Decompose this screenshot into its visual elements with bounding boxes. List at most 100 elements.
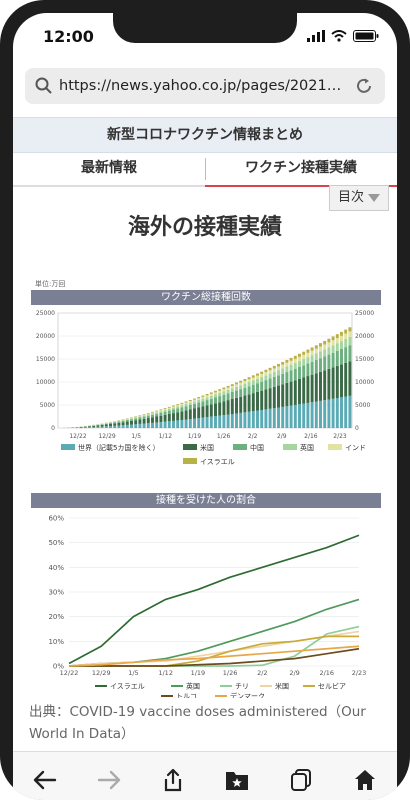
bar-segment: [277, 363, 280, 367]
toc-label: 目次: [337, 190, 364, 205]
bar-segment: [319, 371, 322, 401]
bar-segment: [289, 357, 293, 361]
bar-segment: [226, 414, 230, 428]
bar-segment: [151, 422, 154, 428]
tab-divider: [205, 158, 206, 180]
bar-segment: [222, 394, 226, 402]
bar-segment: [340, 331, 343, 336]
bar-segment: [323, 356, 327, 371]
bar-segment: [92, 425, 96, 427]
bar-segment: [176, 405, 180, 407]
bar-segment: [314, 401, 318, 428]
bar-legend-swatch: [328, 444, 342, 450]
bar-segment: [167, 410, 171, 415]
url-text: https://news.yahoo.co.jp/pages/202101...: [59, 78, 349, 94]
bar-segment: [243, 387, 247, 396]
bar-segment: [117, 420, 121, 422]
bar-segment: [319, 358, 322, 372]
line-x-tick-label: 1/12: [158, 669, 173, 677]
bar-x-tick-label: 12/22: [69, 433, 86, 440]
bar-segment: [121, 425, 125, 428]
address-bar[interactable]: https://news.yahoo.co.jp/pages/202101...: [25, 68, 385, 104]
bar-segment: [193, 401, 196, 404]
line-legend-label: イスラエル: [110, 683, 145, 691]
bar-legend-label: 英国: [300, 443, 314, 452]
bar-segment: [302, 403, 306, 428]
bar-segment: [348, 336, 352, 346]
bar-segment: [314, 348, 318, 354]
bar-segment: [100, 424, 104, 425]
bar-segment: [298, 360, 301, 368]
bar-segment: [226, 387, 230, 390]
tabs-icon[interactable]: [286, 765, 316, 795]
back-arrow-icon[interactable]: [30, 765, 60, 795]
bar-segment: [323, 340, 327, 345]
bar-segment: [184, 406, 188, 411]
bar-segment: [218, 402, 222, 416]
line-legend-label: デンマーク: [230, 692, 265, 699]
line-x-tick-label: 1/5: [128, 669, 138, 677]
tab-latest-info[interactable]: 最新情報: [81, 160, 137, 176]
bar-segment: [163, 408, 167, 409]
bar-segment: [272, 371, 276, 377]
bar-segment: [260, 390, 264, 410]
bar-segment: [331, 340, 335, 346]
line-x-tick-label: 12/29: [92, 669, 111, 677]
bar-segment: [268, 378, 272, 389]
bar-segment: [146, 418, 150, 424]
bar-segment: [134, 420, 138, 425]
bar-segment: [281, 364, 285, 369]
bar-segment: [121, 422, 125, 426]
line-series: [68, 645, 360, 667]
bar-segment: [201, 396, 205, 399]
bar-segment: [197, 407, 201, 419]
tab-vaccination-results[interactable]: ワクチン接種実績: [205, 153, 397, 187]
bar-segment: [146, 413, 150, 415]
forward-arrow-icon[interactable]: [94, 765, 124, 795]
bar-segment: [235, 390, 238, 398]
bar-segment: [272, 368, 276, 372]
bar-segment: [344, 339, 348, 348]
bar-x-tick-label: 2/23: [333, 433, 347, 440]
line-y-tick-label: 0%: [53, 663, 64, 671]
bar-segment: [289, 381, 293, 406]
bar-segment: [323, 370, 327, 401]
bar-segment: [264, 389, 268, 410]
bar-segment: [121, 420, 125, 421]
bar-segment: [167, 406, 171, 408]
bar-y-tick-left: 25000: [36, 310, 55, 317]
reload-icon[interactable]: [355, 77, 373, 95]
bar-segment: [319, 400, 322, 428]
bar-segment: [277, 375, 280, 386]
bar-segment: [209, 392, 213, 394]
bookmarks-icon[interactable]: [222, 765, 252, 795]
bar-segment: [205, 395, 209, 398]
bar-segment: [88, 426, 91, 428]
bar-segment: [239, 389, 243, 397]
bar-segment: [146, 423, 150, 428]
bar-segment: [268, 367, 272, 371]
bar-segment: [222, 401, 226, 416]
bar-segment: [340, 335, 343, 342]
bar-segment: [172, 413, 175, 421]
bar-chart: 0 0 5000 5000 10000 10000 15000 15000 20000 20000…: [36, 310, 374, 466]
home-icon[interactable]: [350, 765, 380, 795]
line-x-tick-label: 2/16: [319, 669, 334, 677]
line-x-tick-label: 2/2: [257, 669, 267, 677]
bar-segment: [193, 403, 196, 409]
bar-segment: [230, 413, 234, 428]
bar-segment: [201, 406, 205, 418]
bar-segment: [327, 338, 331, 343]
search-icon: [35, 77, 52, 94]
bar-segment: [138, 415, 142, 417]
bar-segment: [222, 389, 226, 392]
bar-segment: [214, 394, 217, 398]
bar-segment: [235, 397, 238, 414]
bar-segment: [306, 363, 310, 377]
share-icon[interactable]: [158, 765, 188, 795]
bar-segment: [201, 401, 205, 407]
toc-button[interactable]: 目次: [328, 185, 389, 211]
bar-segment: [180, 407, 184, 412]
bar-segment: [281, 384, 285, 407]
bar-segment: [83, 426, 87, 428]
